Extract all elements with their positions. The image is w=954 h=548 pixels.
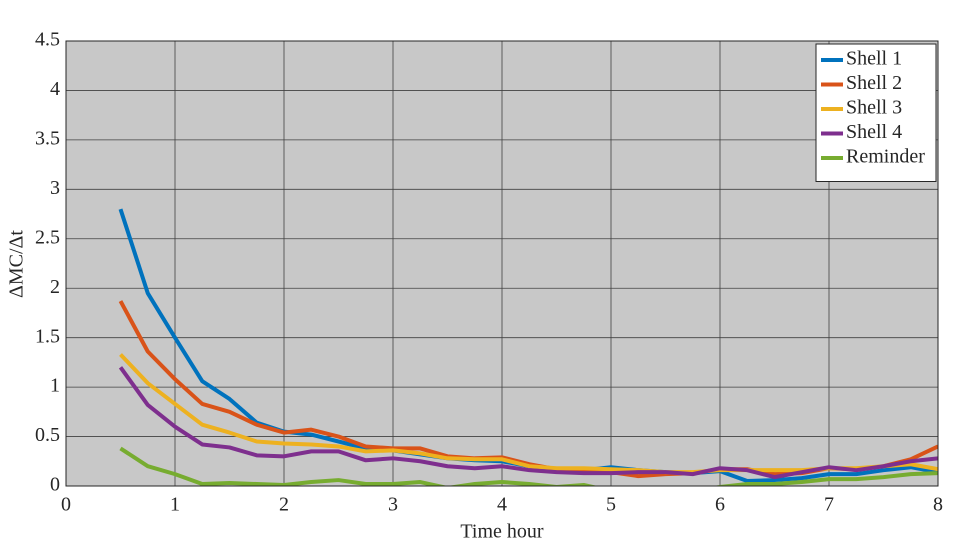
x-axis-label: Time hour	[460, 521, 544, 543]
x-tick-label: 1	[170, 494, 180, 516]
x-tick-label: 6	[715, 494, 725, 516]
x-tick-label: 5	[606, 494, 616, 516]
data-line	[119, 446, 938, 486]
y-tick-label: 3	[50, 177, 60, 199]
legend-label: Shell 4	[846, 121, 902, 143]
y-axis-label: ΔMC/Δt	[6, 230, 28, 298]
y-tick-label: 4.5	[35, 29, 60, 51]
legend-label: Reminder	[846, 146, 925, 168]
axes-frame	[65, 40, 939, 487]
y-tick-label: 1.5	[35, 325, 60, 347]
x-tick-label: 0	[61, 494, 71, 516]
y-tick-label: 0	[50, 474, 60, 496]
x-tick-label: 4	[497, 494, 507, 516]
x-tick-label: 2	[279, 494, 289, 516]
x-tick-label: 3	[388, 494, 398, 516]
x-tick-label: 8	[933, 494, 943, 516]
y-tick-label: 1	[50, 375, 60, 397]
y-tick-label: 2.5	[35, 226, 60, 248]
y-tick-label: 3.5	[35, 127, 60, 149]
legend-label: Shell 1	[846, 48, 902, 70]
legend-label: Shell 3	[846, 97, 902, 119]
x-tick-label: 7	[824, 494, 834, 516]
legend-label: Shell 2	[846, 72, 902, 94]
y-tick-label: 4	[50, 78, 60, 100]
data-line	[118, 366, 938, 480]
y-tick-label: 0.5	[35, 424, 60, 446]
y-tick-label: 2	[50, 276, 60, 298]
